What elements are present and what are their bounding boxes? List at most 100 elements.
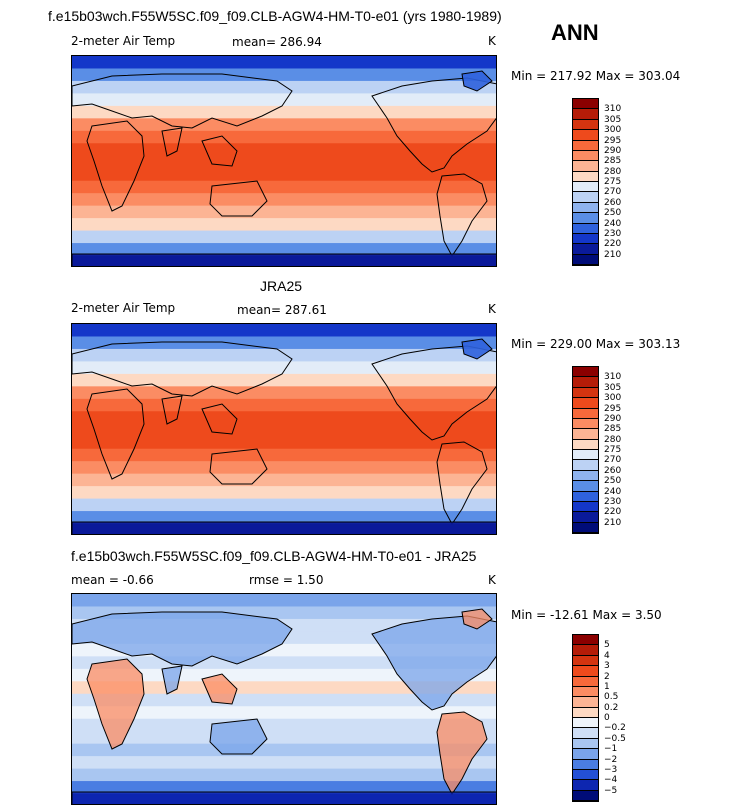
map-band bbox=[72, 768, 496, 782]
continent-outline bbox=[209, 718, 268, 755]
map-band bbox=[72, 155, 496, 169]
colorbar-tick-label: 0.2 bbox=[604, 702, 619, 713]
map-band bbox=[72, 398, 496, 412]
map-band bbox=[72, 130, 496, 144]
colorbar-swatch bbox=[573, 738, 598, 750]
colorbar-swatch bbox=[573, 769, 598, 781]
map-band bbox=[72, 461, 496, 475]
continent-outline bbox=[201, 135, 238, 167]
map-band bbox=[72, 436, 496, 450]
continent-outline bbox=[209, 180, 268, 217]
map-band bbox=[72, 756, 496, 770]
colorbar-tick-label: 300 bbox=[604, 393, 622, 404]
continent-outline bbox=[436, 711, 488, 795]
colorbar-swatch bbox=[573, 645, 598, 656]
colorbar-tick-label: 300 bbox=[604, 125, 622, 136]
colorbar-swatch bbox=[573, 418, 598, 430]
panel3-rmse: rmse = 1.50 bbox=[249, 573, 324, 587]
map-band bbox=[72, 348, 496, 363]
colorbar-tick-label: 210 bbox=[604, 249, 622, 260]
continent-outline bbox=[72, 791, 496, 804]
map-svg bbox=[72, 56, 496, 266]
colorbar-tick-label: 240 bbox=[604, 218, 622, 229]
colorbar-tick-label: 230 bbox=[604, 496, 622, 507]
colorbar-swatch bbox=[573, 790, 598, 801]
colorbar-tick-label: 310 bbox=[604, 104, 622, 115]
map-band bbox=[72, 423, 496, 437]
map-band bbox=[72, 731, 496, 745]
colorbar-swatch bbox=[573, 439, 598, 450]
colorbar-tick-label: 0.5 bbox=[604, 692, 619, 703]
map-band bbox=[72, 68, 496, 82]
colorbar-swatch bbox=[573, 635, 598, 646]
colorbar-tick-label: 280 bbox=[604, 434, 622, 445]
colorbar-tick-label: −3 bbox=[604, 764, 618, 775]
colorbar-swatch bbox=[573, 522, 598, 533]
colorbar-tick-label: 305 bbox=[604, 114, 622, 125]
colorbar-swatch bbox=[573, 109, 598, 120]
colorbar-tick-label: 305 bbox=[604, 382, 622, 393]
colorbar-swatch bbox=[573, 749, 598, 760]
map-band bbox=[72, 243, 496, 257]
map-band bbox=[72, 180, 496, 194]
continent-outline bbox=[161, 395, 183, 425]
colorbar-swatch bbox=[573, 233, 598, 245]
colorbar-tick-label: 295 bbox=[604, 403, 622, 414]
colorbar-swatch bbox=[573, 192, 598, 203]
colorbar-tick-label: −1 bbox=[604, 744, 618, 755]
continent-outline bbox=[201, 673, 238, 705]
colorbar-swatch bbox=[573, 655, 598, 667]
colorbar-swatch bbox=[573, 99, 598, 110]
continent-outline bbox=[461, 338, 493, 360]
continent-outline bbox=[72, 73, 293, 129]
colorbar-swatch bbox=[573, 686, 598, 698]
colorbar-swatch bbox=[573, 387, 598, 399]
map-band bbox=[72, 706, 496, 720]
colorbar-tick-label: 270 bbox=[604, 455, 622, 466]
map-band bbox=[72, 80, 496, 95]
colorbar-tick-label: 1 bbox=[604, 681, 610, 692]
colorbar-tick-label: 220 bbox=[604, 507, 622, 518]
map-band bbox=[72, 486, 496, 500]
continent-outline bbox=[371, 77, 496, 173]
colorbar-tick-label: 260 bbox=[604, 197, 622, 208]
map-band bbox=[72, 781, 496, 795]
panel2-map bbox=[71, 323, 497, 535]
panel2-title: JRA25 bbox=[260, 278, 303, 294]
map-band bbox=[72, 168, 496, 182]
continent-outline bbox=[461, 608, 493, 630]
continent-outline bbox=[436, 441, 488, 525]
colorbar-swatch bbox=[573, 408, 598, 419]
colorbar-swatch bbox=[573, 367, 598, 378]
colorbar-swatch bbox=[573, 481, 598, 492]
colorbar-swatch bbox=[573, 676, 598, 687]
colorbar-swatch bbox=[573, 244, 598, 255]
continent-outline bbox=[161, 127, 183, 157]
colorbar-swatch bbox=[573, 213, 598, 224]
colorbar-swatch bbox=[573, 161, 598, 172]
panel2-minmax: Min = 229.00 Max = 303.13 bbox=[511, 337, 681, 351]
panel1-colorbar bbox=[572, 98, 599, 266]
panel2-units: K bbox=[488, 302, 496, 316]
colorbar-tick-label: 210 bbox=[604, 517, 622, 528]
map-band bbox=[72, 193, 496, 207]
colorbar-tick-label: 2 bbox=[604, 671, 610, 682]
colorbar-swatch bbox=[573, 718, 598, 729]
colorbar-tick-label: −0.5 bbox=[604, 733, 626, 744]
map-band bbox=[72, 693, 496, 707]
colorbar-tick-label: −5 bbox=[604, 785, 618, 796]
panel2-mean: mean= 287.61 bbox=[237, 303, 327, 317]
colorbar-tick-label: 4 bbox=[604, 650, 610, 661]
map-band bbox=[72, 473, 496, 487]
map-band bbox=[72, 143, 496, 157]
continent-outline bbox=[436, 173, 488, 257]
map-band bbox=[72, 230, 496, 244]
map-band bbox=[72, 93, 496, 107]
continent-outline bbox=[72, 253, 496, 266]
colorbar-swatch bbox=[573, 254, 598, 265]
continent-outline bbox=[371, 615, 496, 711]
colorbar-swatch bbox=[573, 202, 598, 214]
colorbar-tick-label: 290 bbox=[604, 413, 622, 424]
colorbar-tick-label: 5 bbox=[604, 640, 610, 651]
continent-outline bbox=[201, 403, 238, 435]
